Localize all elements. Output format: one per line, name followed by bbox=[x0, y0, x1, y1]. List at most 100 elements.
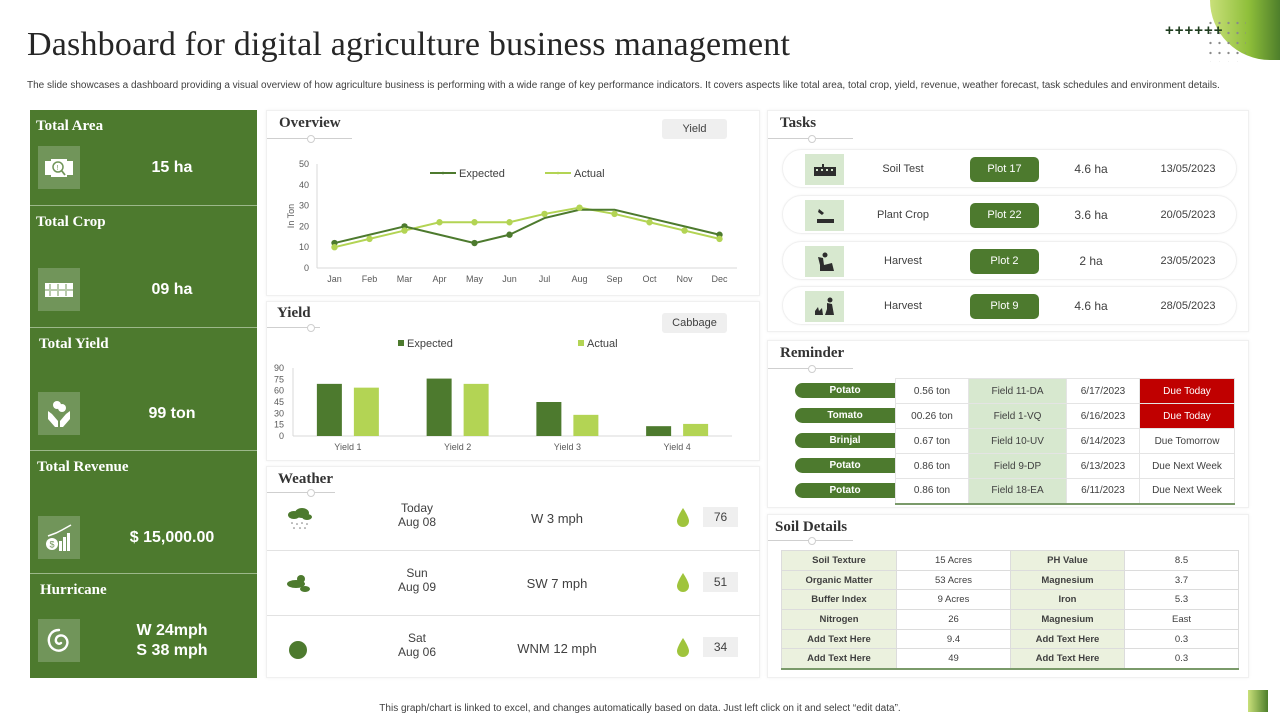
weather-wind: W 3 mph bbox=[530, 511, 583, 526]
task-row[interactable]: Harvest Plot 2 2 ha 23/05/2023 bbox=[782, 241, 1237, 280]
tasks-card: Tasks Soil Test Plot 17 4.6 ha 13/05/202… bbox=[767, 110, 1249, 332]
title-underline bbox=[267, 489, 335, 497]
svg-text:Aug: Aug bbox=[571, 274, 587, 284]
svg-text:30: 30 bbox=[299, 201, 309, 211]
weather-row[interactable]: Today Aug 08 W 3 mph 76 bbox=[267, 487, 760, 551]
kpi-total-revenue[interactable]: Total Revenue $ $ 15,000.00 bbox=[30, 451, 257, 574]
kpi-title: Total Revenue bbox=[37, 459, 129, 475]
corner-accent bbox=[1248, 690, 1268, 712]
kpi-total-area[interactable]: Total Area ! 15 ha bbox=[30, 110, 257, 206]
overview-metric-selector[interactable]: Yield bbox=[662, 119, 727, 139]
svg-text:Dec: Dec bbox=[711, 274, 728, 284]
svg-text:Jan: Jan bbox=[327, 274, 342, 284]
task-row[interactable]: Soil Test Plot 17 4.6 ha 13/05/2023 bbox=[782, 149, 1237, 188]
task-plot-badge[interactable]: Plot 22 bbox=[970, 203, 1039, 228]
reminder-title: Reminder bbox=[780, 345, 845, 361]
soil-property-label: Magnesium bbox=[1010, 609, 1125, 630]
reminder-row[interactable]: 0.56 ton Field 11-DA 6/17/2023 Due Today bbox=[895, 378, 1235, 404]
task-name: Plant Crop bbox=[877, 209, 929, 221]
hands-coins-icon bbox=[38, 392, 80, 435]
title-underline bbox=[267, 324, 320, 332]
soil-details-table: Soil Texture 15 Acres PH Value 8.5 Organic M… bbox=[781, 550, 1239, 670]
humidity-value: 51 bbox=[703, 572, 738, 592]
footer-note: This graph/chart is linked to excel, and… bbox=[379, 703, 901, 714]
kpi-total-crop[interactable]: Total Crop 09 ha bbox=[30, 206, 257, 328]
task-area: 4.6 ha bbox=[1074, 299, 1108, 313]
overview-title: Overview bbox=[279, 115, 341, 131]
svg-text:In Ton: In Ton bbox=[286, 204, 296, 228]
humidity-drop-icon bbox=[677, 638, 689, 657]
task-date: 20/05/2023 bbox=[1160, 209, 1216, 221]
crop-pill: Potato bbox=[795, 383, 895, 398]
reminder-status: Due Today bbox=[1139, 378, 1235, 404]
reminder-field: Field 11-DA bbox=[968, 378, 1067, 404]
svg-text:Yield 3: Yield 3 bbox=[554, 442, 581, 452]
svg-text:0: 0 bbox=[279, 431, 284, 441]
hurricane-south-wind: S 38 mph bbox=[136, 642, 208, 659]
soil-property-label: Buffer Index bbox=[781, 589, 897, 611]
reminder-quantity: 0.56 ton bbox=[895, 378, 969, 404]
svg-text:50: 50 bbox=[299, 159, 309, 169]
svg-text:Sep: Sep bbox=[606, 274, 622, 284]
soil-property-value: 0.3 bbox=[1124, 648, 1239, 670]
overview-line-chart[interactable]: 0 10 20 30 40 50 Jan Feb Mar Apr May Jun Jul Aug Sep Oc… bbox=[267, 111, 761, 297]
svg-text:0: 0 bbox=[304, 263, 309, 273]
svg-text:Feb: Feb bbox=[362, 274, 378, 284]
rain-cloud-icon bbox=[288, 508, 312, 529]
weather-row[interactable]: Sat Aug 06 WNM 12 mph 34 bbox=[267, 617, 760, 681]
task-row[interactable]: Plant Crop Plot 22 3.6 ha 20/05/2023 bbox=[782, 195, 1237, 234]
soil-row: Add Text Here 49 Add Text Here 0.3 bbox=[781, 648, 1239, 670]
soil-property-label: Add Text Here bbox=[781, 648, 897, 670]
title-underline bbox=[768, 537, 853, 545]
svg-text:Yield 2: Yield 2 bbox=[444, 442, 471, 452]
humidity-drop-icon bbox=[677, 573, 689, 592]
soil-property-label: PH Value bbox=[1010, 550, 1125, 571]
kpi-value: 15 ha bbox=[151, 159, 193, 176]
kpi-total-yield[interactable]: Total Yield 99 ton bbox=[30, 328, 257, 451]
tasks-title: Tasks bbox=[780, 115, 817, 131]
weather-row[interactable]: Sun Aug 09 SW 7 mph 51 bbox=[267, 552, 760, 616]
svg-text:Jun: Jun bbox=[502, 274, 517, 284]
task-date: 23/05/2023 bbox=[1160, 255, 1216, 267]
reminder-row[interactable]: 0.67 ton Field 10-UV 6/14/2023 Due Tomorrow bbox=[895, 428, 1235, 454]
weather-day: Sun Aug 09 bbox=[397, 566, 437, 594]
svg-text:Nov: Nov bbox=[676, 274, 693, 284]
task-plot-badge[interactable]: Plot 2 bbox=[970, 249, 1039, 274]
reminder-field: Field 9-DP bbox=[968, 453, 1067, 479]
soil-property-value: 26 bbox=[896, 609, 1011, 630]
soil-property-value: 9.4 bbox=[896, 628, 1011, 650]
task-date: 28/05/2023 bbox=[1160, 300, 1216, 312]
task-plot-badge[interactable]: Plot 17 bbox=[970, 157, 1039, 182]
task-plot-badge[interactable]: Plot 9 bbox=[970, 294, 1039, 319]
humidity-value: 34 bbox=[703, 637, 738, 657]
kpi-value: 99 ton bbox=[148, 405, 196, 422]
task-name: Harvest bbox=[884, 300, 922, 312]
reminder-row[interactable]: 0.86 ton Field 9-DP 6/13/2023 Due Next Week bbox=[895, 453, 1235, 479]
title-underline bbox=[768, 365, 853, 373]
kpi-hurricane[interactable]: Hurricane W 24mph S 38 mph bbox=[30, 574, 257, 678]
soil-property-label: Add Text Here bbox=[1010, 628, 1125, 650]
svg-text:Expected: Expected bbox=[407, 338, 453, 350]
task-row[interactable]: Harvest Plot 9 4.6 ha 28/05/2023 bbox=[782, 286, 1237, 325]
weather-title: Weather bbox=[278, 471, 333, 487]
kpi-title: Hurricane bbox=[40, 582, 107, 598]
svg-text:Mar: Mar bbox=[397, 274, 413, 284]
reminder-quantity: 0.86 ton bbox=[895, 478, 969, 504]
svg-text:60: 60 bbox=[274, 386, 284, 396]
soil-property-value: 53 Acres bbox=[896, 569, 1011, 591]
reminder-row[interactable]: 0.86 ton Field 18-EA 6/11/2023 Due Next Wee… bbox=[895, 478, 1235, 504]
soil-property-value: 8.5 bbox=[1124, 550, 1239, 571]
reminder-date: 6/13/2023 bbox=[1066, 453, 1140, 479]
page-subtitle: The slide showcases a dashboard providin… bbox=[27, 80, 1220, 91]
reminder-row[interactable]: 00.26 ton Field 1-VQ 6/16/2023 Due Today bbox=[895, 403, 1235, 429]
svg-text:!: ! bbox=[57, 165, 59, 172]
yield-crop-selector[interactable]: Cabbage bbox=[662, 313, 727, 333]
gardening-icon bbox=[805, 291, 844, 322]
svg-text:40: 40 bbox=[299, 180, 309, 190]
svg-text:Actual: Actual bbox=[574, 168, 605, 180]
weather-wind: WNM 12 mph bbox=[517, 641, 597, 656]
soil-row: Nitrogen 26 Magnesium East bbox=[781, 609, 1239, 630]
soil-property-label: Soil Texture bbox=[781, 550, 897, 571]
soil-property-value: 5.3 bbox=[1124, 589, 1239, 611]
